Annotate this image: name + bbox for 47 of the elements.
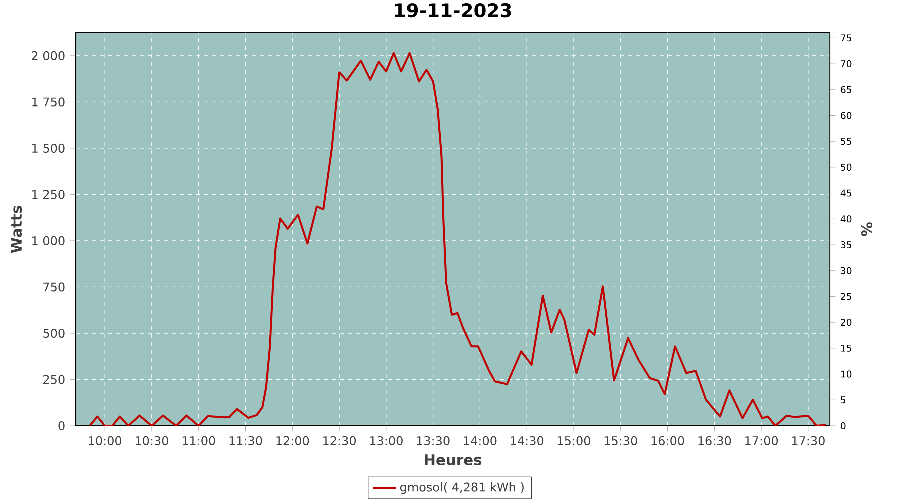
legend-label: gmosol( 4,281 kWh ): [400, 482, 524, 494]
x-tick-label: 16:30: [698, 436, 732, 446]
y-tick-label: 1 250: [32, 190, 65, 200]
x-tick-label: 17:00: [746, 436, 778, 446]
y-tick-label: 500: [44, 328, 65, 338]
y2-tick-label: 75: [841, 34, 852, 42]
y2-tick-label: 5: [841, 396, 846, 404]
x-tick-label: 12:30: [324, 436, 356, 446]
x-tick-label: 11:00: [182, 436, 216, 446]
y2-axis-title: %: [861, 222, 873, 236]
y2-tick-label: 45: [840, 190, 852, 197]
y2-tick-label: 0: [841, 422, 846, 430]
y-tick-label: 1 000: [32, 236, 65, 246]
y-tick-label: 250: [44, 375, 65, 384]
y2-tick-label: 25: [841, 293, 852, 300]
y2-tick-label: 50: [841, 164, 852, 171]
x-tick-label: 11:30: [230, 436, 262, 446]
x-tick-label: 15:00: [558, 436, 590, 446]
y2-tick-label: 10: [841, 370, 852, 378]
x-axis-title: Heures: [425, 454, 482, 466]
y2-tick-label: 20: [841, 319, 852, 326]
y-tick-label: 0: [58, 421, 65, 431]
x-tick-label: 17:30: [792, 436, 825, 446]
y-tick-label: 1 500: [32, 144, 65, 153]
x-tick-label: 10:00: [89, 436, 122, 446]
x-tick-label: 13:30: [417, 436, 450, 446]
y-tick-label: 1 750: [32, 98, 65, 107]
y-tick-label: 2 000: [32, 51, 65, 60]
y2-tick-label: 65: [841, 86, 852, 94]
x-tick-label: 14:00: [464, 436, 497, 446]
x-tick-label: 12:00: [276, 436, 310, 446]
x-tick-label: 10:30: [136, 436, 168, 446]
y2-tick-label: 15: [841, 344, 852, 352]
x-tick-label: 16:00: [652, 436, 684, 446]
x-tick-label: 13:00: [370, 436, 403, 446]
chart-title: 19-11-2023: [395, 3, 512, 18]
x-tick-label: 14:30: [511, 436, 544, 446]
y2-tick-label: 70: [841, 60, 852, 68]
y-axis-title: Watts: [11, 206, 22, 254]
x-tick-label: 15:30: [604, 436, 638, 446]
line-series: [89, 52, 828, 426]
y-tick-label: 750: [44, 282, 65, 292]
y2-tick-label: 55: [841, 138, 852, 146]
y2-tick-label: 35: [841, 241, 852, 249]
y2-tick-label: 40: [840, 216, 852, 223]
y2-tick-label: 60: [841, 112, 852, 120]
y2-tick-label: 30: [841, 267, 852, 274]
